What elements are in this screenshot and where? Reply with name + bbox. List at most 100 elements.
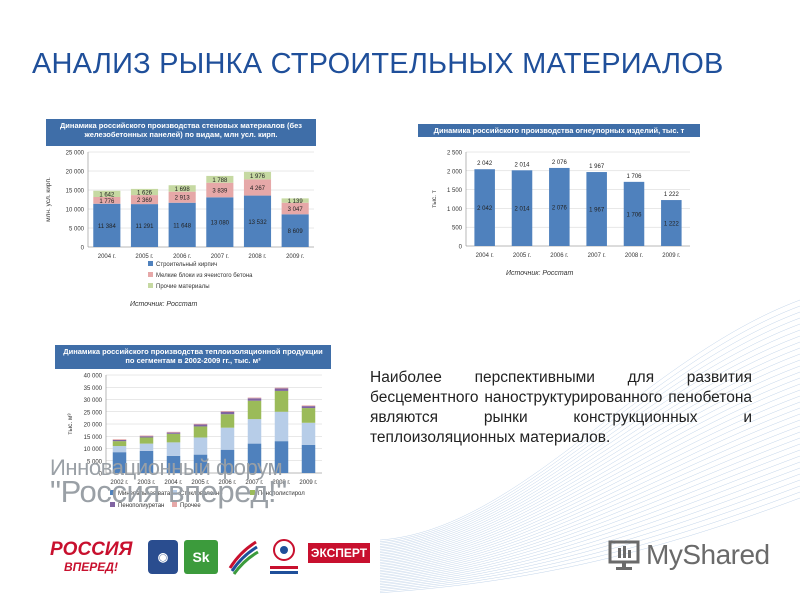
wave-line (379, 431, 800, 576)
legend-swatch (148, 261, 153, 266)
y-tick-label: 35 000 (84, 386, 103, 392)
bar (168, 185, 196, 192)
x-tick-label: 2007 г. (245, 480, 263, 486)
bar (281, 198, 309, 203)
y-tick-label: 15 000 (84, 435, 103, 441)
forum-line2: "Россия вперед!" (50, 474, 287, 509)
wave-line (379, 455, 800, 582)
wave-line (379, 317, 800, 546)
x-tick-label: 2009 г. (286, 254, 304, 260)
wave-line (379, 473, 800, 587)
x-tick-label: 2004 г. (476, 253, 494, 259)
partner-logo-blue: ◉ (148, 540, 178, 574)
x-tick-label: 2009 г. (662, 253, 680, 259)
wave-line (379, 467, 800, 586)
bar (112, 452, 127, 473)
wall-materials-chart: 0 5 000 10 000 15 000 20 000 25 000 2004 г. 200… (45, 151, 314, 290)
bar (130, 195, 159, 205)
wave-line (379, 413, 800, 571)
bar (281, 214, 309, 247)
data-label: 1 706 (626, 212, 642, 218)
bar (130, 188, 159, 196)
bar (247, 419, 262, 444)
chart2-source: Источник: Росстат (506, 270, 574, 277)
bar (274, 411, 289, 442)
y-tick-label: 20 000 (66, 170, 85, 176)
data-label: 2 913 (175, 196, 191, 202)
bar (139, 437, 154, 444)
data-label: 8 609 (288, 229, 304, 235)
legend-label: Пенополистирол (258, 491, 305, 497)
wave-line (379, 497, 800, 594)
x-tick-label: 2006 г. (173, 254, 191, 260)
data-label: 1 698 (175, 187, 191, 193)
data-label: 1 967 (589, 208, 605, 214)
y-tick-label: 1 500 (447, 188, 463, 194)
legend-swatch (110, 502, 115, 507)
bar (301, 444, 316, 473)
data-label: 1 776 (99, 199, 115, 205)
data-label: 1 976 (250, 174, 266, 180)
bar (166, 431, 181, 433)
wave-line (379, 299, 800, 541)
russia-logo-line2: ВПЕРЕД! (64, 560, 118, 574)
wave-line (379, 407, 800, 570)
y-axis-label: тыс. м³ (67, 413, 74, 435)
bar (193, 424, 208, 427)
bar (139, 436, 154, 438)
bar (247, 398, 262, 401)
wave-line (379, 329, 800, 549)
data-label: 1 788 (212, 178, 228, 184)
data-label: 2 076 (552, 160, 568, 166)
bar (93, 203, 121, 247)
legend-label: Пенополиуретан (118, 503, 164, 509)
wave-line (379, 485, 800, 590)
legend-label: Прочее (180, 503, 201, 509)
bar (301, 422, 316, 445)
wave-line (379, 491, 800, 592)
data-label: 13 080 (211, 221, 230, 227)
data-label: 1 222 (664, 222, 680, 228)
wave-line (379, 395, 800, 566)
chart3-title: Динамика российского производства теплои… (55, 345, 331, 369)
bar (139, 435, 154, 437)
legend-label: Стекловолокно (180, 491, 223, 497)
x-tick-label: 2005 г. (191, 480, 209, 486)
bar (166, 442, 181, 456)
x-tick-label: 2006 г. (550, 253, 568, 259)
legend-swatch (148, 272, 153, 277)
page-title: АНАЛИЗ РЫНКА СТРОИТЕЛЬНЫХ МАТЕРИАЛОВ (32, 48, 724, 80)
bar (112, 439, 127, 442)
bar (247, 400, 262, 420)
data-label: 11 648 (173, 223, 192, 229)
data-label: 1 706 (626, 174, 642, 180)
bar (130, 204, 159, 247)
wave-line (379, 305, 800, 542)
myshared-logo: MyShared (606, 536, 770, 574)
bar (112, 439, 127, 440)
y-tick-label: 20 000 (84, 423, 103, 429)
myshared-icon (608, 540, 640, 570)
x-tick-label: 2006 г. (218, 480, 236, 486)
bar (206, 175, 234, 183)
body-text: Наиболее перспективными для развития бес… (370, 369, 752, 446)
data-label: 11 384 (98, 224, 117, 230)
bar (274, 390, 289, 412)
data-label: 13 532 (248, 220, 267, 226)
forum-line1: Инновационный форум (50, 455, 283, 480)
wave-line (379, 383, 800, 563)
wave-line (379, 449, 800, 581)
y-tick-label: 15 000 (66, 189, 85, 195)
wave-line (379, 371, 800, 560)
bar (166, 455, 181, 473)
legend-swatch (110, 490, 115, 495)
bar (474, 169, 495, 246)
wave-line (379, 461, 800, 584)
bar (139, 443, 154, 451)
x-tick-label: 2005 г. (513, 253, 531, 259)
x-tick-label: 2008 г. (248, 254, 266, 260)
legend-swatch (172, 490, 177, 495)
bar (549, 167, 570, 246)
bar (274, 387, 289, 389)
y-tick-label: 0 (99, 472, 103, 478)
